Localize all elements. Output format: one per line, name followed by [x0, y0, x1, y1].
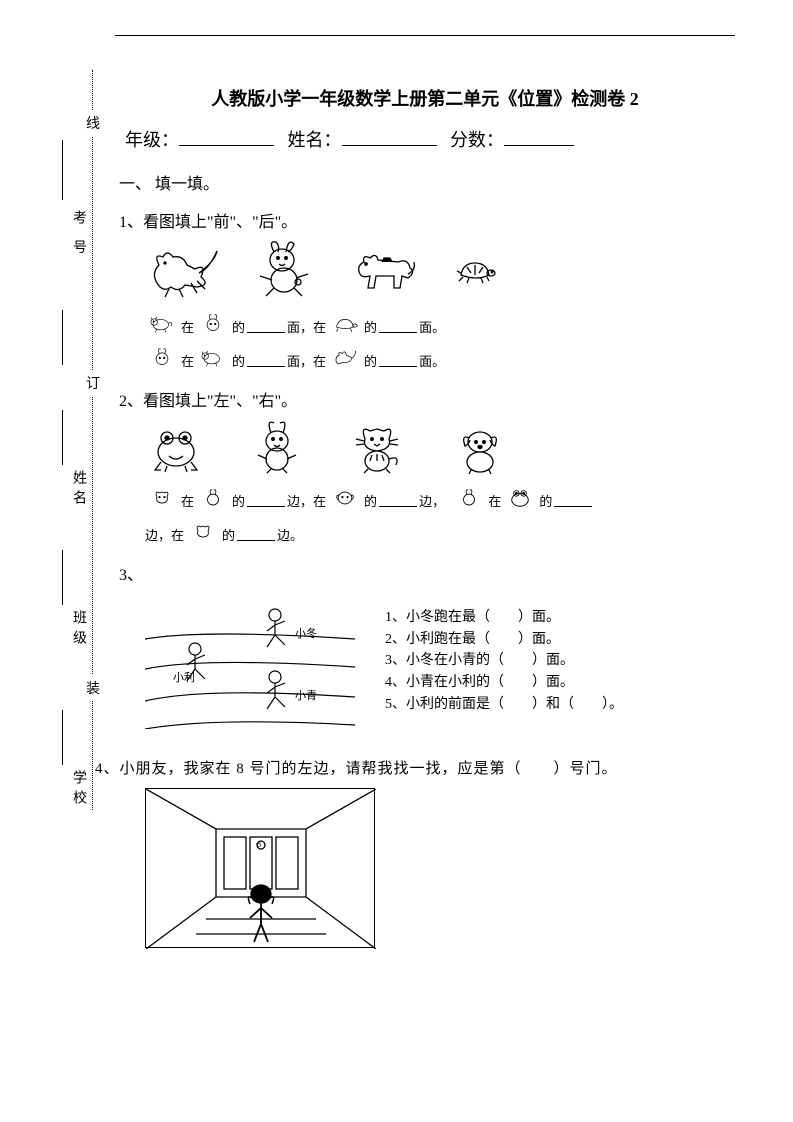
label-score: 分数： — [450, 130, 504, 150]
cat-small-icon-2 — [190, 521, 216, 547]
q1l1-mp: 面。 — [419, 317, 445, 336]
top-rule — [115, 35, 735, 36]
q1l2-mc: 面，在 — [287, 351, 326, 370]
q1l1-blank1[interactable] — [247, 319, 285, 333]
q2l1-bc: 边， — [419, 491, 445, 510]
binding-margin: 学校 装 班级 姓名 订 考 号 线 — [58, 70, 108, 810]
q1-prompt: 1、看图填上"前"、"后"。 — [119, 208, 735, 232]
binding-name: 姓名 — [68, 470, 88, 510]
q3-item-5: 5、小利的前面是（ ）和（ ）。 — [385, 694, 623, 716]
track-illustration: 小冬 小利 小青 — [145, 589, 355, 729]
binding-ding-blank — [62, 310, 63, 365]
binding-school-blank — [62, 710, 63, 765]
q1-fill-line-2: 在 的 面，在 的 面。 — [145, 347, 735, 373]
q1-fill-line-1: 在 的 面，在 的 面。 — [145, 313, 735, 339]
q3-item-4: 4、小青在小利的（ ）面。 — [385, 672, 623, 694]
label-xiaodong: 小冬 — [295, 626, 317, 640]
q1l1-de: 的 — [232, 317, 245, 336]
q2-animal-row — [145, 419, 735, 479]
q1l1-mc: 面，在 — [287, 317, 326, 336]
q2-prompt: 2、看图填上"左"、"右"。 — [119, 387, 735, 411]
q3-num: 3、 — [119, 561, 735, 585]
q1l2-blank2[interactable] — [379, 353, 417, 367]
q1l1-zai: 在 — [181, 317, 194, 336]
frog-icon — [149, 424, 204, 479]
q1l2-de: 的 — [232, 351, 245, 370]
q2l2-de: 的 — [222, 525, 235, 544]
q2l1-bz: 边，在 — [287, 491, 326, 510]
blank-grade[interactable] — [179, 128, 274, 146]
q2l1-de2: 的 — [364, 491, 377, 510]
dog-small-icon-2 — [200, 347, 226, 373]
puppy-icon — [453, 424, 508, 479]
q3-item-3: 3、小冬在小青的（ ）面。 — [385, 650, 623, 672]
turtle-small-icon — [332, 313, 358, 339]
q2l1-de3: 的 — [539, 491, 552, 510]
binding-xian: 线 — [86, 110, 100, 136]
q2l1-zai: 在 — [181, 491, 194, 510]
q3-list: 1、小冬跑在最（ ）面。 2、小利跑在最（ ）面。 3、小冬在小青的（ ）面。 … — [385, 607, 623, 715]
door-number: 8 — [257, 840, 261, 849]
binding-zhuang: 装 — [86, 675, 100, 701]
puppy-small-icon — [332, 487, 358, 513]
label-xiaoli: 小利 — [173, 671, 195, 684]
fox-small-icon — [332, 347, 358, 373]
page-content: 人教版小学一年级数学上册第二单元《位置》检测卷 2 年级： 姓名： 分数： 一、… — [115, 50, 735, 948]
q3-wrap: 小冬 小利 小青 1、小冬跑在最（ ）面。 2、小利跑在最（ ）面。 3、小冬在… — [145, 589, 735, 729]
q2l2-bp: 边。 — [277, 525, 303, 544]
q1l2-blank1[interactable] — [247, 353, 285, 367]
bunny-icon — [252, 419, 302, 479]
q1l2-de2: 的 — [364, 351, 377, 370]
q3-item-2: 2、小利跑在最（ ）面。 — [385, 629, 623, 651]
q1l2-mp: 面。 — [419, 351, 445, 370]
binding-class-blank — [62, 550, 63, 605]
q2l1-blank2[interactable] — [379, 493, 417, 507]
q2l1-zai2: 在 — [488, 491, 501, 510]
cat-icon — [350, 419, 405, 479]
blank-score[interactable] — [504, 128, 574, 146]
bunny-small-icon-2 — [456, 487, 482, 513]
binding-name-blank — [62, 410, 63, 465]
q2-fill-line-1: 在 的 边，在 的 边， 在 的 — [145, 487, 735, 513]
q2l2-bz: 边，在 — [145, 525, 184, 544]
q4-text: 4、小朋友，我家在 8 号门的左边，请帮我找一找，应是第（ ）号门。 — [95, 757, 735, 778]
dog-small-icon — [149, 313, 175, 339]
q1l2-zai: 在 — [181, 351, 194, 370]
rabbit-icon — [252, 240, 317, 305]
binding-examno: 考 号 — [68, 210, 88, 260]
label-xiaoqing: 小青 — [295, 689, 317, 702]
binding-ding: 订 — [86, 370, 100, 396]
q2l1-de: 的 — [232, 491, 245, 510]
blank-name[interactable] — [342, 128, 437, 146]
frog-small-icon — [507, 487, 533, 513]
rabbit-small-icon-2 — [149, 347, 175, 373]
section-1-heading: 一、 填一填。 — [119, 170, 735, 194]
label-name: 姓名： — [288, 130, 342, 150]
q2-fill-line-2: 边，在 的 边。 — [145, 521, 735, 547]
exam-title: 人教版小学一年级数学上册第二单元《位置》检测卷 2 — [115, 85, 735, 111]
bunny-small-icon — [200, 487, 226, 513]
q2l2-blank1[interactable] — [237, 527, 275, 541]
cat-small-icon — [149, 487, 175, 513]
q3-item-1: 1、小冬跑在最（ ）面。 — [385, 607, 623, 629]
student-info-row: 年级： 姓名： 分数： — [125, 126, 735, 152]
label-grade: 年级： — [125, 130, 179, 150]
q1l1-blank2[interactable] — [379, 319, 417, 333]
fox-icon — [149, 243, 219, 303]
q2l1-blank1[interactable] — [247, 493, 285, 507]
corridor-illustration: 8 — [145, 788, 375, 948]
turtle-icon — [453, 255, 498, 290]
q1-race-illustration — [145, 240, 735, 305]
q2l1-blank3[interactable] — [554, 493, 592, 507]
q1l1-de2: 的 — [364, 317, 377, 336]
rabbit-small-icon — [200, 313, 226, 339]
dog-icon — [350, 248, 420, 298]
binding-examno-blank — [62, 140, 63, 200]
binding-class: 班级 — [68, 610, 88, 650]
binding-school: 学校 — [68, 770, 88, 810]
